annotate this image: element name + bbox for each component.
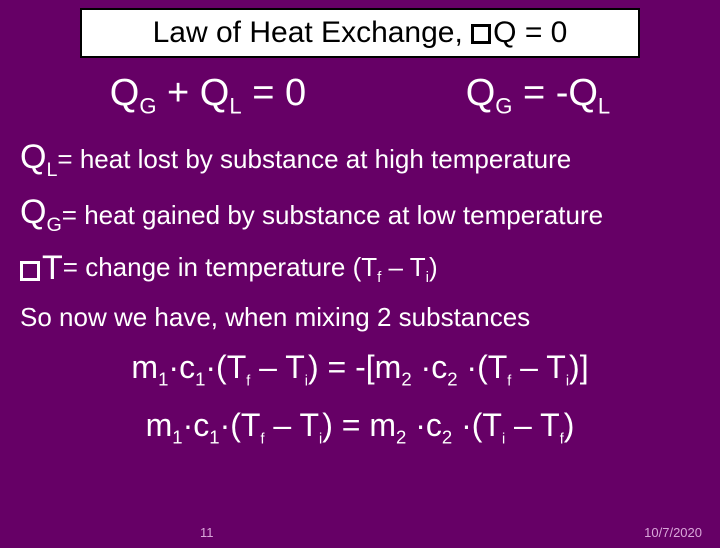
title-pre: Law of Heat Exchange, (153, 16, 472, 49)
def-dt-symbol: T (20, 249, 63, 288)
def-ql-text: = heat lost by substance at high tempera… (57, 144, 571, 175)
title-post: Q = 0 (493, 16, 567, 49)
date-stamp: 10/7/2020 (644, 525, 702, 540)
def-qg: QG = heat gained by substance at low tem… (20, 193, 700, 237)
delta-square-white-icon (20, 261, 40, 281)
formula-1: m1·c1·(Tf – Ti) = -[m2 ·c2 ·(Tf – Ti)] (0, 349, 720, 390)
def-qg-symbol: QG (20, 193, 62, 237)
page-number: 11 (200, 525, 214, 540)
title-box: Law of Heat Exchange, Q = 0 (80, 8, 640, 58)
equation-right: QG = -QL (466, 72, 611, 120)
def-ql: QL = heat lost by substance at high temp… (20, 138, 700, 182)
def-ql-symbol: QL (20, 138, 57, 182)
def-dt: T = change in temperature (Tf – Ti) (20, 249, 700, 288)
equation-left: QG + QL = 0 (110, 72, 306, 120)
def-dt-text: = change in temperature (Tf – Ti) (63, 252, 438, 286)
def-dt-T: T (42, 249, 63, 287)
mix-intro: So now we have, when mixing 2 substances (20, 302, 700, 333)
delta-square-icon (471, 24, 491, 44)
equation-row: QG + QL = 0 QG = -QL (30, 72, 690, 120)
def-qg-text: = heat gained by substance at low temper… (62, 200, 603, 231)
formula-2: m1·c1·(Tf – Ti) = m2 ·c2 ·(Ti – Tf) (0, 407, 720, 448)
